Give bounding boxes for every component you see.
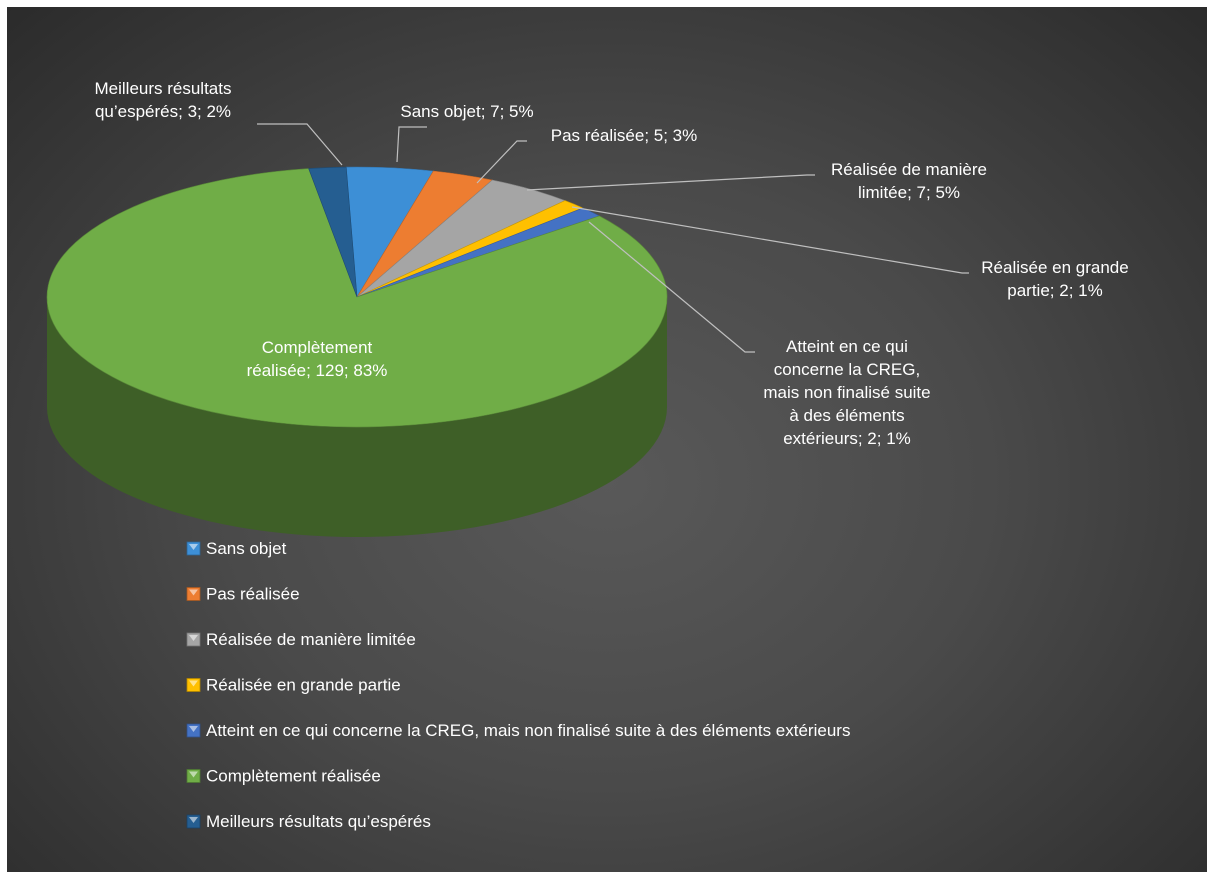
data-label-6-line-1: qu’espérés; 3; 2% — [95, 102, 231, 121]
data-label-4-line-1: concerne la CREG, — [774, 360, 920, 379]
data-label-0-line-0: Sans objet; 7; 5% — [400, 102, 533, 121]
data-label-6-line-0: Meilleurs résultats — [95, 79, 232, 98]
data-label-5-line-0: Complètement — [262, 338, 373, 357]
leader-line-6 — [257, 123, 343, 166]
data-label-5-line-1: réalisée; 129; 83% — [247, 361, 388, 380]
data-label-4-line-0: Atteint en ce qui — [786, 337, 908, 356]
legend-swatch-highlight-4 — [189, 726, 198, 732]
legend-swatch-highlight-2 — [189, 635, 198, 641]
leader-line-1 — [476, 140, 527, 184]
legend-swatch-highlight-0 — [189, 544, 198, 550]
legend-label-0: Sans objet — [206, 539, 287, 558]
legend-swatch-highlight-3 — [189, 680, 198, 687]
data-label-4-line-3: à des éléments — [789, 406, 904, 425]
leader-lines — [257, 123, 969, 353]
data-label-4-line-2: mais non finalisé suite — [763, 383, 930, 402]
legend-label-1: Pas réalisée — [206, 585, 300, 604]
data-label-2-line-1: limitée; 7; 5% — [858, 183, 960, 202]
legend-swatch-highlight-1 — [189, 589, 198, 596]
data-label-2-line-0: Réalisée de manière — [831, 160, 987, 179]
data-label-3-line-1: partie; 2; 1% — [1007, 281, 1102, 300]
chart-area: Sans objet; 7; 5% Pas réalisée; 5; 3% Réal… — [7, 7, 1207, 872]
legend-label-5: Complètement réalisée — [206, 767, 381, 786]
data-label-3-line-0: Réalisée en grande — [981, 258, 1128, 277]
pie-sides — [47, 297, 667, 537]
pie-chart: Sans objet; 7; 5% Pas réalisée; 5; 3% Réal… — [46, 79, 1129, 831]
legend: Sans objet Pas réalisée Réalisée de manièr… — [186, 539, 850, 831]
data-label-4-line-4: extérieurs; 2; 1% — [783, 429, 911, 448]
legend-swatch-highlight-6 — [189, 817, 198, 823]
pie-slice-6 — [308, 166, 358, 298]
data-labels: Sans objet; 7; 5% Pas réalisée; 5; 3% Réal… — [95, 79, 1129, 448]
leader-line-4 — [588, 221, 755, 353]
legend-label-2: Réalisée de manière limitée — [206, 630, 416, 649]
leader-line-2 — [526, 174, 815, 191]
data-label-1-line-0: Pas réalisée; 5; 3% — [551, 126, 697, 145]
pie-slice-5 — [46, 168, 668, 428]
legend-label-3: Réalisée en grande partie — [206, 676, 401, 695]
legend-swatch-highlight-5 — [189, 771, 198, 778]
pie-side-5 — [47, 297, 667, 537]
legend-label-6: Meilleurs résultats qu’espérés — [206, 812, 431, 831]
leader-line-0 — [396, 126, 427, 163]
legend-label-4: Atteint en ce qui concerne la CREG, mais… — [206, 721, 850, 740]
leader-line-3 — [571, 206, 969, 274]
pie-tops — [46, 166, 668, 428]
